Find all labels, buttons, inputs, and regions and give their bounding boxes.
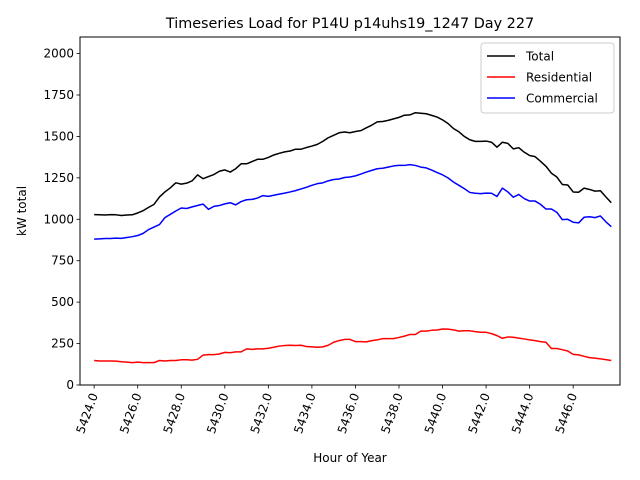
legend: Total Residential Commercial — [480, 42, 615, 114]
y-tick-label: 1000 — [43, 212, 74, 226]
y-tick-label: 1500 — [43, 129, 74, 143]
series-line-total — [94, 111, 612, 217]
x-axis-label: Hour of Year — [313, 451, 387, 465]
y-axis: 0 250 500 750 1000 1250 1500 1750 2000 — [43, 47, 80, 392]
y-tick-label: 750 — [51, 254, 74, 268]
chart-title: Timeseries Load for P14U p14uhs19_1247 D… — [165, 16, 534, 32]
legend-label-commercial: Commercial — [526, 92, 598, 106]
y-tick-label: 2000 — [43, 47, 74, 61]
y-tick-label: 1250 — [43, 171, 74, 185]
series-layer — [94, 111, 612, 364]
y-axis-label: kW total — [15, 186, 29, 236]
plot-frame — [79, 36, 621, 386]
series-line-residential — [94, 328, 612, 364]
legend-label-residential: Residential — [526, 71, 592, 85]
legend-box — [480, 42, 615, 114]
y-tick-label: 0 — [66, 378, 74, 392]
legend-items: Total Residential Commercial — [487, 50, 598, 106]
series-line-commercial — [94, 163, 612, 240]
legend-label-total: Total — [525, 50, 554, 64]
y-tick-label: 1750 — [43, 88, 74, 102]
y-tick-label: 250 — [51, 337, 74, 351]
y-tick-label: 500 — [51, 295, 74, 309]
